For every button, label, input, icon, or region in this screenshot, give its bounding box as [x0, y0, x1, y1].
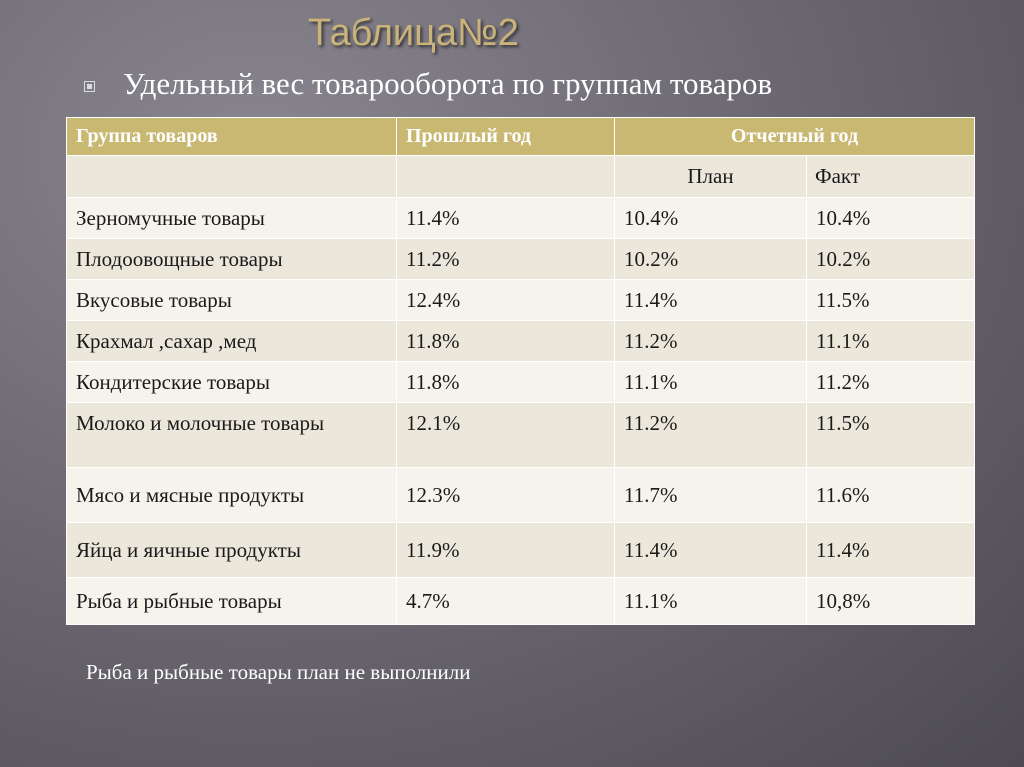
cell-group: Мясо и мясные продукты: [66, 467, 397, 523]
cell-plan: 11.2%: [614, 320, 807, 362]
cell-fact: 11.4%: [806, 522, 975, 578]
header-group-empty: [66, 155, 397, 198]
cell-group: Рыба и рыбные товары: [66, 577, 397, 625]
cell-last-year: 12.3%: [396, 467, 615, 523]
cell-fact: 11.2%: [806, 361, 975, 403]
table-row: Крахмал ,сахар ,мед 11.8% 11.2% 11.1%: [66, 320, 975, 362]
table-row: Мясо и мясные продукты 12.3% 11.7% 11.6%: [66, 467, 975, 523]
cell-group: Плодоовощные товары: [66, 238, 397, 280]
cell-last-year: 11.2%: [396, 238, 615, 280]
header-report-year: Отчетный год: [614, 117, 975, 156]
cell-last-year: 4.7%: [396, 577, 615, 625]
cell-plan: 11.4%: [614, 279, 807, 321]
table-row: Яйца и яичные продукты 11.9% 11.4% 11.4%: [66, 522, 975, 578]
cell-plan: 11.1%: [614, 577, 807, 625]
cell-last-year: 11.8%: [396, 361, 615, 403]
header-last-year-empty: [396, 155, 615, 198]
table-row: Молоко и молочные товары 12.1% 11.2% 11.…: [66, 402, 975, 468]
slide-title: Таблица№2: [308, 12, 519, 54]
table-row: Вкусовые товары 12.4% 11.4% 11.5%: [66, 279, 975, 321]
cell-plan: 11.2%: [614, 402, 807, 468]
cell-last-year: 12.1%: [396, 402, 615, 468]
cell-last-year: 11.8%: [396, 320, 615, 362]
cell-last-year: 12.4%: [396, 279, 615, 321]
cell-last-year: 11.4%: [396, 197, 615, 239]
table-row: Зерномучные товары 11.4% 10.4% 10.4%: [66, 197, 975, 239]
slide-subtitle: Удельный вес товарооборота по группам то…: [123, 66, 773, 101]
cell-fact: 11.5%: [806, 279, 975, 321]
header-plan: План: [614, 155, 807, 198]
header-fact: Факт: [806, 155, 975, 198]
header-group: Группа товаров: [66, 117, 397, 156]
cell-plan: 11.7%: [614, 467, 807, 523]
cell-group: Молоко и молочные товары: [66, 402, 397, 468]
cell-fact: 11.6%: [806, 467, 975, 523]
footnote: Рыба и рыбные товары план не выполнили: [86, 660, 471, 684]
cell-group: Кондитерские товары: [66, 361, 397, 403]
cell-group: Яйца и яичные продукты: [66, 522, 397, 578]
cell-fact: 11.1%: [806, 320, 975, 362]
cell-fact: 10,8%: [806, 577, 975, 625]
table-row: Рыба и рыбные товары 4.7% 11.1% 10,8%: [66, 577, 975, 625]
cell-fact: 10.4%: [806, 197, 975, 239]
cell-group: Зерномучные товары: [66, 197, 397, 239]
table-row: Кондитерские товары 11.8% 11.1% 11.2%: [66, 361, 975, 403]
cell-plan: 10.4%: [614, 197, 807, 239]
cell-group: Вкусовые товары: [66, 279, 397, 321]
header-last-year: Прошлый год: [396, 117, 615, 156]
table-row: Плодоовощные товары 11.2% 10.2% 10.2%: [66, 238, 975, 280]
cell-group: Крахмал ,сахар ,мед: [66, 320, 397, 362]
goods-share-table: Группа товаров Прошлый год Отчетный год …: [66, 117, 975, 625]
cell-plan: 10.2%: [614, 238, 807, 280]
cell-plan: 11.1%: [614, 361, 807, 403]
square-bullet-icon: [84, 80, 95, 92]
cell-fact: 11.5%: [806, 402, 975, 468]
cell-last-year: 11.9%: [396, 522, 615, 578]
cell-plan: 11.4%: [614, 522, 807, 578]
cell-fact: 10.2%: [806, 238, 975, 280]
subtitle-line: Удельный вес товарооборота по группам то…: [84, 62, 772, 106]
